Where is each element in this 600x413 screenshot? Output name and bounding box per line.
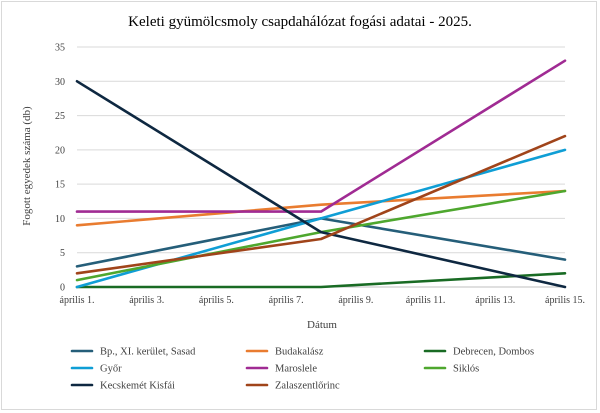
series-line-5 xyxy=(75,59,567,213)
x-tick-labels: április 1. április 3. április 5. április 7.… xyxy=(60,295,586,306)
x-tick-label: április 7. xyxy=(269,295,304,306)
y-tick-label: 30 xyxy=(55,77,65,88)
y-tick-label: 0 xyxy=(60,283,65,294)
x-tick-label: április 11. xyxy=(406,295,446,306)
legend-item-2: Budakalász xyxy=(245,347,324,358)
chart-title: Keleti gyümölcsmoly csapdahálózat fogási… xyxy=(128,14,472,30)
y-tick-label: 10 xyxy=(55,214,65,225)
x-tick-label: április 3. xyxy=(129,295,164,306)
legend-item-4: Győr xyxy=(70,364,122,375)
legend-label: Zalaszentlőrinc xyxy=(275,381,340,392)
series-line-3 xyxy=(75,271,567,289)
x-tick-label: április 13. xyxy=(475,295,515,306)
series-line-2 xyxy=(75,189,567,227)
x-tick-label: április 9. xyxy=(338,295,373,306)
y-tick-label: 15 xyxy=(55,180,65,191)
legend-item-7: Kecskemét Kisfái xyxy=(70,381,175,392)
x-tick-label: április 15. xyxy=(545,295,585,306)
legend-label: Debrecen, Dombos xyxy=(453,347,534,358)
legend-item-5: Maroslele xyxy=(245,364,317,375)
y-axis-label: Fogott egyedek száma (db) xyxy=(21,106,33,226)
legend-label: Győr xyxy=(100,364,122,375)
y-tick-label: 20 xyxy=(55,145,65,156)
legend: Bp., XI. kerület, Sasad Budakalász Debrece… xyxy=(70,347,534,392)
y-tick-label: 25 xyxy=(55,111,65,122)
legend-label: Maroslele xyxy=(275,364,317,375)
x-tick-label: április 1. xyxy=(60,295,95,306)
series-line-8 xyxy=(75,134,567,275)
legend-label: Kecskemét Kisfái xyxy=(100,381,175,392)
legend-label: Siklós xyxy=(453,364,479,375)
legend-item-3: Debrecen, Dombos xyxy=(423,347,534,358)
series-line-7 xyxy=(75,80,567,289)
legend-item-6: Siklós xyxy=(423,364,479,375)
series-lines xyxy=(75,59,567,289)
legend-item-1: Bp., XI. kerület, Sasad xyxy=(70,347,196,358)
series-line-1 xyxy=(75,217,567,268)
x-axis-label: Dátum xyxy=(307,319,337,331)
y-tick-label: 35 xyxy=(55,43,65,54)
legend-item-8: Zalaszentlőrinc xyxy=(245,381,340,392)
legend-label: Bp., XI. kerület, Sasad xyxy=(100,347,196,358)
y-tick-label: 5 xyxy=(60,248,65,259)
x-tick-label: április 5. xyxy=(199,295,234,306)
y-tick-labels: 0 5 10 15 20 25 30 35 xyxy=(55,43,65,294)
legend-label: Budakalász xyxy=(275,347,324,358)
